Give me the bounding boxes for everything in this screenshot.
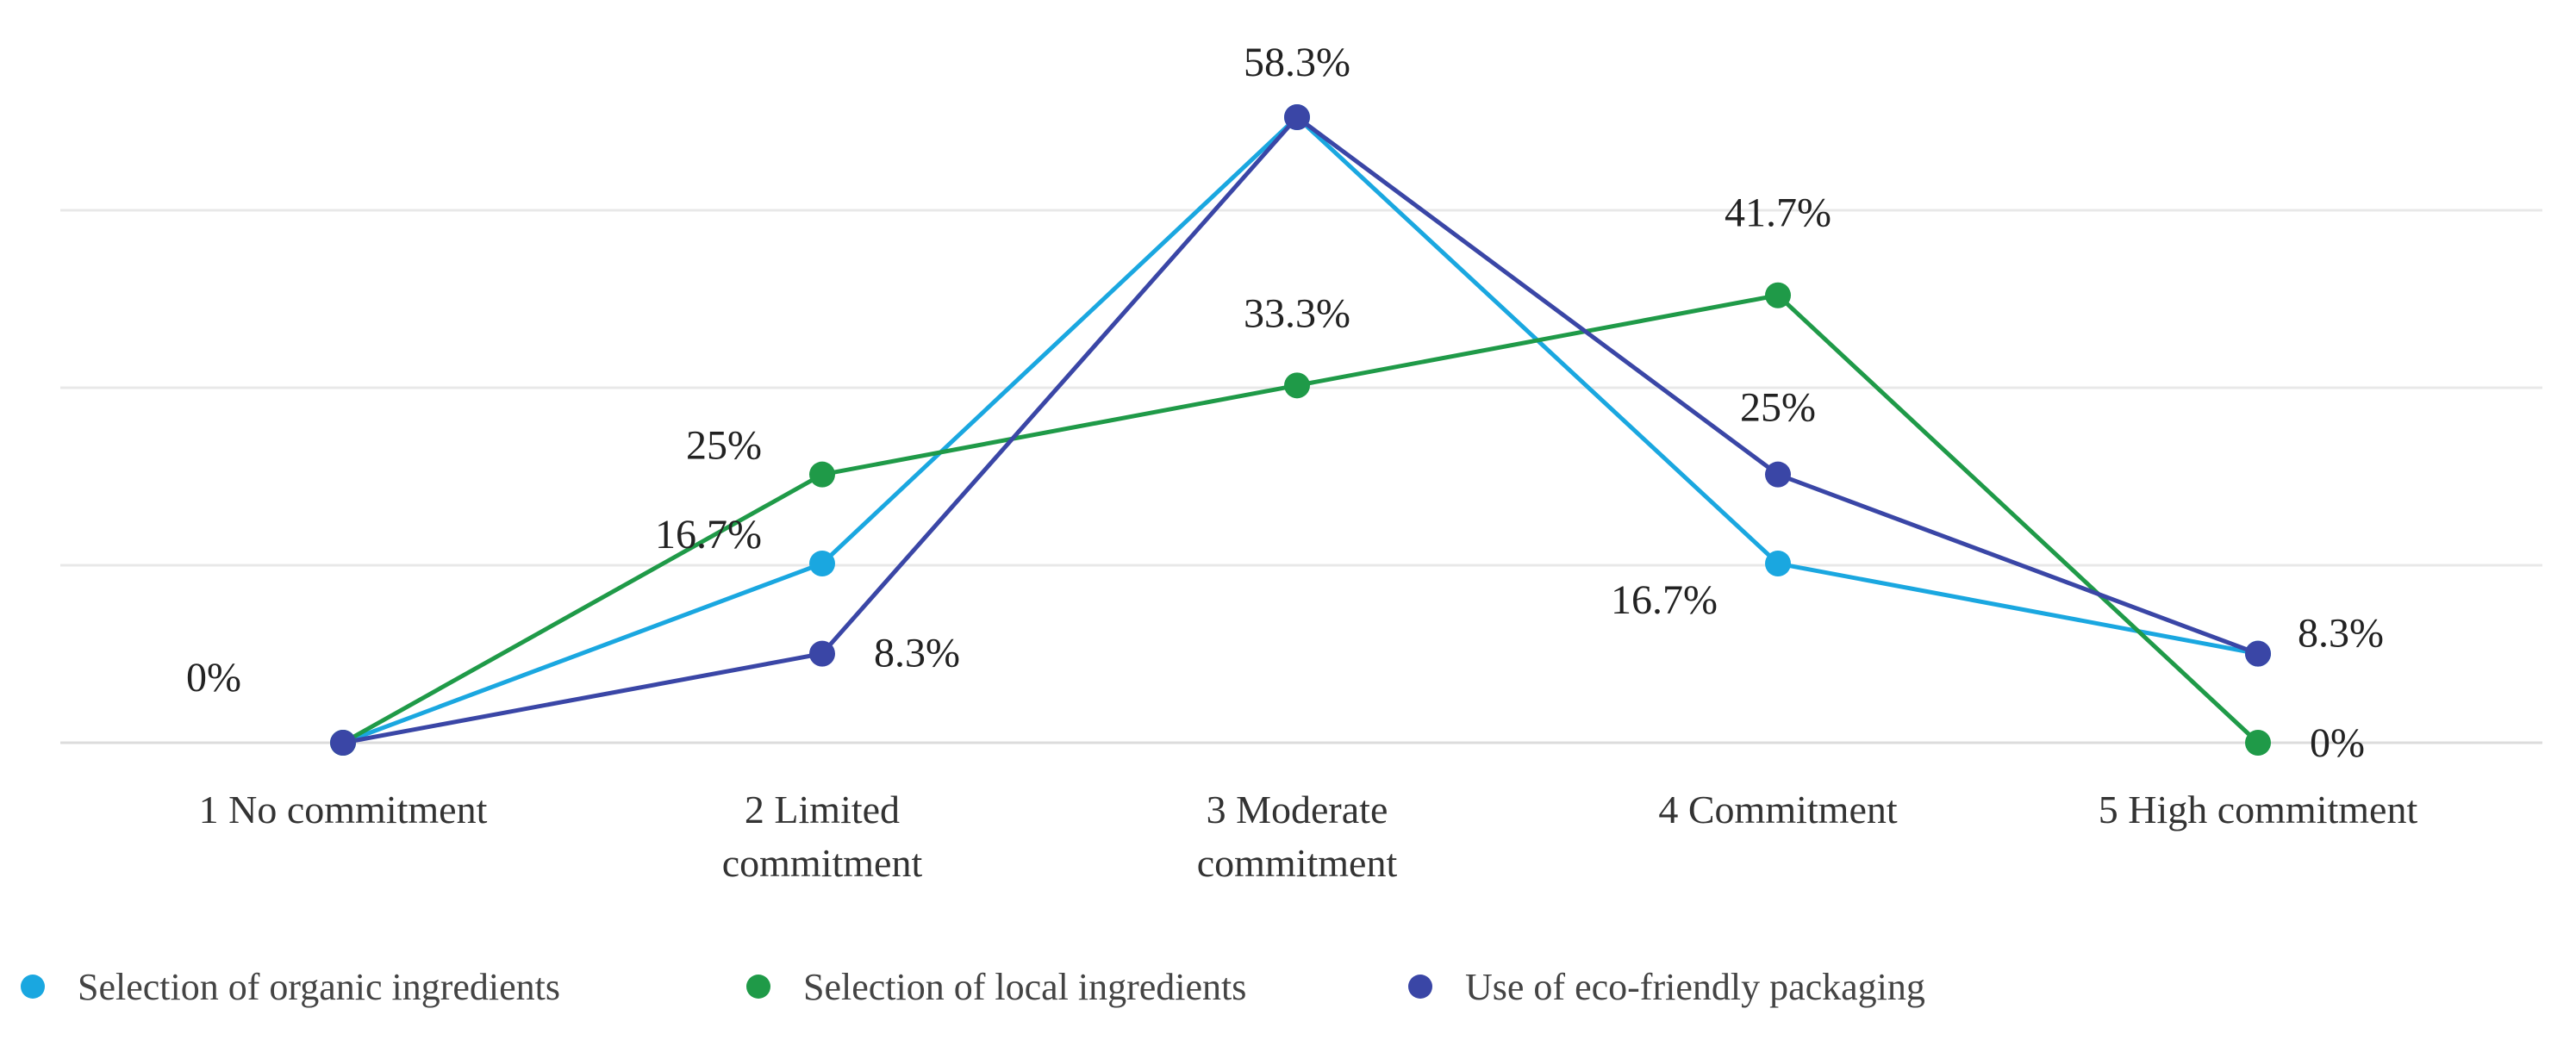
- data-point: [1284, 372, 1310, 399]
- legend-item-2[interactable]: Use of eco-friendly packaging: [1408, 966, 1925, 1008]
- data-label: 58.3%: [1244, 40, 1350, 85]
- series-line-1: [341, 293, 2260, 745]
- data-label: 8.3%: [874, 631, 960, 676]
- series-points: [330, 104, 2271, 756]
- legend-marker: [21, 975, 45, 999]
- legend-marker: [746, 975, 770, 999]
- data-point: [2245, 730, 2271, 756]
- legend-item-1[interactable]: Selection of local ingredients: [746, 966, 1246, 1008]
- data-point: [2245, 640, 2271, 667]
- x-tick-label-line: commitment: [722, 841, 923, 885]
- data-labels: 16.7% 16.7% 25% 33.3% 41.7% 0% 0% 8.3% 58.3% 25% 8…: [186, 40, 2384, 766]
- data-point: [1765, 551, 1791, 577]
- x-tick-label: 1 No commitment: [199, 788, 488, 831]
- legend[interactable]: Selection of organic ingredients Selectio…: [21, 966, 1925, 1008]
- x-tick-label-line: 1 No commitment: [199, 788, 488, 831]
- data-label: 16.7%: [1611, 577, 1718, 623]
- x-tick-label: 3 Moderate commitment: [1197, 788, 1398, 885]
- data-point: [809, 640, 835, 667]
- data-point: [1765, 282, 1791, 308]
- x-tick-label-line: 3 Moderate: [1207, 788, 1388, 831]
- x-tick-label: 2 Limited commitment: [722, 788, 923, 885]
- data-label: 8.3%: [2298, 611, 2384, 657]
- legend-label: Selection of local ingredients: [803, 966, 1246, 1008]
- data-point: [809, 551, 835, 577]
- x-tick-label-line: 4 Commitment: [1658, 788, 1898, 831]
- data-point: [1765, 461, 1791, 488]
- data-label: 0%: [186, 655, 241, 701]
- x-tick-label-line: 5 High commitment: [2099, 788, 2418, 831]
- x-tick-label: 4 Commitment: [1658, 788, 1898, 831]
- data-point: [1284, 104, 1310, 130]
- legend-label: Use of eco-friendly packaging: [1465, 966, 1925, 1008]
- data-label: 41.7%: [1725, 190, 1831, 236]
- data-label: 25%: [686, 423, 762, 469]
- x-tick-label-line: commitment: [1197, 841, 1398, 885]
- data-point: [809, 461, 835, 488]
- legend-label: Selection of organic ingredients: [78, 966, 560, 1008]
- x-tick-label: 5 High commitment: [2099, 788, 2418, 831]
- x-tick-label-line: 2 Limited: [745, 788, 900, 831]
- legend-marker: [1408, 975, 1432, 999]
- legend-item-0[interactable]: Selection of organic ingredients: [21, 966, 560, 1008]
- data-label: 33.3%: [1244, 290, 1350, 336]
- data-label: 0%: [2310, 720, 2365, 766]
- data-label: 25%: [1740, 385, 1816, 431]
- data-point: [330, 730, 356, 756]
- data-label: 16.7%: [655, 512, 762, 557]
